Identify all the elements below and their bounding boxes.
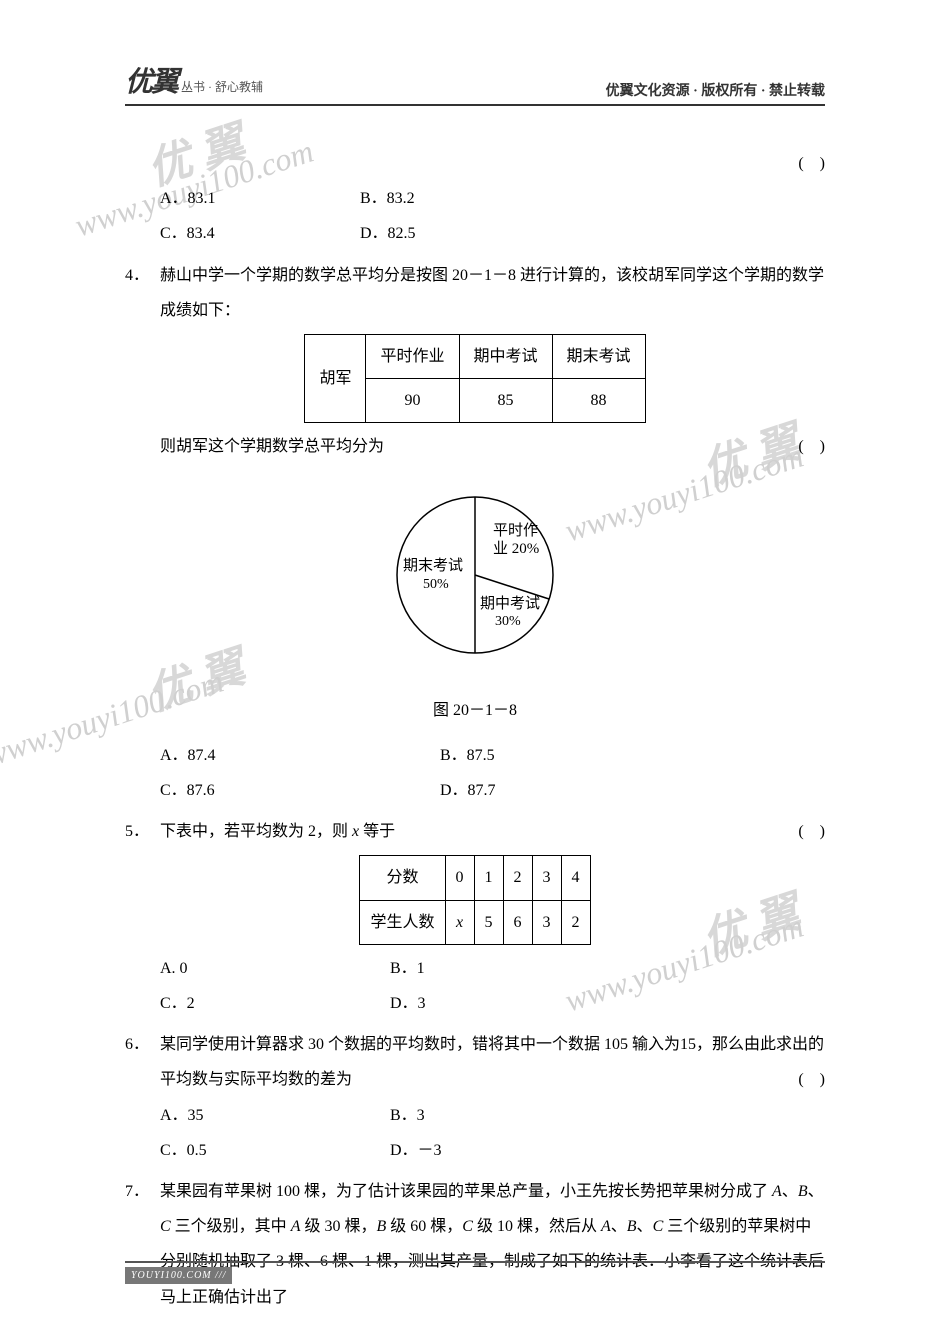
q5-c0: 0 xyxy=(445,856,474,900)
q5-h: 分数 xyxy=(360,856,445,900)
q7: 7． 某果园有苹果树 100 棵，为了估计该果园的苹果总产量，小王先按长势把苹果… xyxy=(125,1174,825,1315)
q5-a: A. 0 xyxy=(160,951,390,986)
q5: 5． 下表中，若平均数为 2，则 x 等于 ( ) 分数 0 1 2 3 4 学… xyxy=(125,814,825,1021)
q4: 4． 赫山中学一个学期的数学总平均分是按图 20－1－8 进行计算的，该校胡军同… xyxy=(125,258,825,809)
q4-a: A．87.4 xyxy=(160,738,440,773)
q6-options2: C．0.5 D．－3 xyxy=(125,1133,825,1168)
q6-num: 6． xyxy=(125,1027,160,1062)
q4-v1: 90 xyxy=(366,379,459,423)
q5-num: 5． xyxy=(125,814,160,849)
q5-c4: 4 xyxy=(561,856,590,900)
q5-v3: 3 xyxy=(532,900,561,944)
q5-v2: 6 xyxy=(503,900,532,944)
q5-paren: ( ) xyxy=(798,814,825,849)
q5-c: C．2 xyxy=(160,986,390,1021)
q5-text: 下表中，若平均数为 2，则 x 等于 xyxy=(160,814,395,849)
page-header: 优翼 丛书 · 舒心教辅 优翼文化资源 · 版权所有 · 禁止转载 xyxy=(125,60,825,106)
q6-c: C．0.5 xyxy=(160,1133,390,1168)
logo-sub: 丛书 · 舒心教辅 xyxy=(181,78,263,95)
q5-c1: 1 xyxy=(474,856,503,900)
pie-seg3-l2: 50% xyxy=(423,577,449,592)
pie-seg2-l1: 期中考试 xyxy=(480,595,540,612)
q7-text: 某果园有苹果树 100 棵，为了估计该果园的苹果总产量，小王先按长势把苹果树分成… xyxy=(160,1174,825,1315)
q7-num: 7． xyxy=(125,1174,160,1209)
pie-seg3-l1: 期末考试 xyxy=(403,557,463,574)
footer-text: YOUYI100.COM /// xyxy=(125,1267,232,1284)
logo-main: 优翼 xyxy=(125,60,177,100)
pie-seg1-l1: 平时作 xyxy=(493,522,538,539)
q4-num: 4． xyxy=(125,258,160,293)
content: ( ) A．83.1 B．83.2 C．83.4 D．82.5 4． 赫山中学一… xyxy=(125,146,825,1315)
q4-h2: 期中考试 xyxy=(459,334,552,378)
q3-c: C．83.4 xyxy=(160,216,360,251)
q4-h3: 期末考试 xyxy=(552,334,645,378)
q4-options: A．87.4 B．87.5 xyxy=(125,738,825,773)
q5-options2: C．2 D．3 xyxy=(125,986,825,1021)
logo: 优翼 丛书 · 舒心教辅 xyxy=(125,60,263,100)
q6-options: A．35 B．3 xyxy=(125,1098,825,1133)
footer: YOUYI100.COM /// xyxy=(125,1261,825,1284)
q4-c: C．87.6 xyxy=(160,773,440,808)
q3-options2: C．83.4 D．82.5 xyxy=(125,216,825,251)
q5-b: B．1 xyxy=(390,951,590,986)
q6: 6． 某同学使用计算器求 30 个数据的平均数时，错将其中一个数据 105 输入… xyxy=(125,1027,825,1168)
header-right: 优翼文化资源 · 版权所有 · 禁止转载 xyxy=(606,80,825,100)
q4-text1: 赫山中学一个学期的数学总平均分是按图 20－1－8 进行计算的，该校胡军同学这个… xyxy=(160,258,825,328)
q4-text2: 则胡军这个学期数学总平均分为 xyxy=(160,429,384,464)
q4-table: 胡军 平时作业 期中考试 期末考试 90 85 88 xyxy=(304,334,645,423)
q3-b: B．83.2 xyxy=(360,181,560,216)
q3-d: D．82.5 xyxy=(360,216,560,251)
q5-table: 分数 0 1 2 3 4 学生人数 x 5 6 3 2 xyxy=(359,855,590,944)
q6-a: A．35 xyxy=(160,1098,390,1133)
q6-text: 某同学使用计算器求 30 个数据的平均数时，错将其中一个数据 105 输入为15… xyxy=(160,1027,825,1097)
q4-v3: 88 xyxy=(552,379,645,423)
q4-options2: C．87.6 D．87.7 xyxy=(125,773,825,808)
q5-options: A. 0 B．1 xyxy=(125,951,825,986)
q5-d: D．3 xyxy=(390,986,590,1021)
q6-b: B．3 xyxy=(390,1098,590,1133)
q5-r: 学生人数 xyxy=(360,900,445,944)
q5-c2: 2 xyxy=(503,856,532,900)
q3-a: A．83.1 xyxy=(160,181,360,216)
figure-caption: 图 20－1－8 xyxy=(125,693,825,728)
q6-d: D．－3 xyxy=(390,1133,590,1168)
pie-chart: 平时作 业 20% 期中考试 30% 期末考试 50% xyxy=(125,480,825,683)
q5-v1: 5 xyxy=(474,900,503,944)
q4-d: D．87.7 xyxy=(440,773,640,808)
q3-paren: ( ) xyxy=(125,146,825,181)
q5-v4: 2 xyxy=(561,900,590,944)
pie-seg2-l2: 30% xyxy=(495,614,521,629)
q4-b: B．87.5 xyxy=(440,738,640,773)
q4-paren: ( ) xyxy=(798,429,825,464)
q4-h1: 平时作业 xyxy=(366,334,459,378)
q5-v0: x xyxy=(445,900,474,944)
q4-name: 胡军 xyxy=(305,334,366,422)
q5-c3: 3 xyxy=(532,856,561,900)
q4-v2: 85 xyxy=(459,379,552,423)
q3-options: A．83.1 B．83.2 xyxy=(125,181,825,216)
pie-seg1-l2: 业 20% xyxy=(493,540,539,557)
